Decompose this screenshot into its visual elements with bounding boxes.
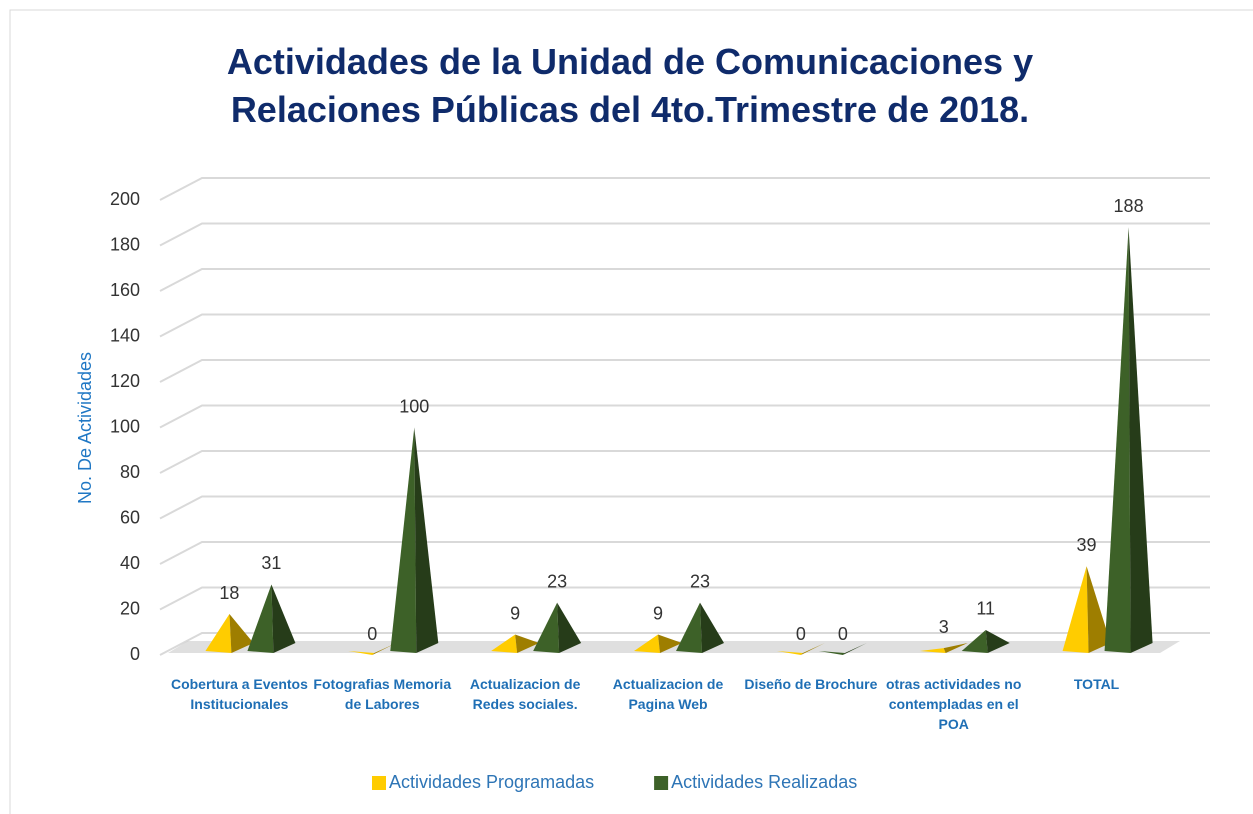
y-tick-label: 60 <box>120 507 140 527</box>
pyramid-face-left <box>818 651 845 655</box>
grid-line <box>159 541 1210 565</box>
pyramid-face-right <box>372 643 397 655</box>
pyramid-face-right <box>700 602 724 653</box>
y-tick-label: 20 <box>120 598 140 618</box>
pyramid-face-right <box>658 634 682 653</box>
pyramid-face-left <box>961 629 988 653</box>
data-label: 18 <box>219 583 239 603</box>
pyramid-face-left <box>348 651 375 655</box>
data-label: 9 <box>510 603 520 623</box>
pyramid-face-right <box>1086 566 1111 653</box>
data-label: 100 <box>399 396 429 416</box>
pyramid-face-right <box>515 634 540 653</box>
x-tick-label: Diseño de Brochure <box>744 676 878 692</box>
x-tick-label: otras actividades no contempladas en el … <box>886 676 1022 732</box>
pyramid-face-left <box>676 602 702 653</box>
pyramid-face-left <box>776 651 803 655</box>
data-label: 23 <box>547 571 567 591</box>
pyramid-face-left <box>1062 566 1089 653</box>
pyramid-face-left <box>491 634 518 653</box>
pyramid-face-right <box>414 427 439 653</box>
pyramid-face-left <box>205 614 232 653</box>
y-tick-label: 100 <box>110 416 140 436</box>
pyramid-face-right <box>1128 227 1153 654</box>
pyramid-face-right <box>985 629 1010 653</box>
legend-label: Actividades Programadas <box>389 772 594 792</box>
legend-swatch <box>654 776 669 790</box>
data-label: 11 <box>976 599 995 619</box>
chart-title: Actividades de la Unidad de Comunicacion… <box>226 41 1034 130</box>
x-tick-label: TOTAL <box>1073 676 1120 692</box>
data-label: 0 <box>367 624 377 644</box>
grid-line <box>159 404 1210 429</box>
grid-line <box>159 268 1210 292</box>
y-tick-label: 0 <box>130 644 140 664</box>
data-label: 31 <box>261 553 281 573</box>
pyramid-face-right <box>943 643 968 653</box>
legend-swatch <box>372 776 386 790</box>
pyramid-face-right <box>842 643 867 655</box>
pyramid-face-right <box>271 584 296 653</box>
pyramid-face-right <box>229 614 254 653</box>
grid-line <box>159 586 1210 611</box>
pyramid-face-right <box>800 643 825 655</box>
pyramid-face-left <box>533 602 560 653</box>
legend-label: Actividades Realizadas <box>671 772 857 792</box>
grid-line <box>159 313 1210 338</box>
y-tick-label: 120 <box>110 371 140 391</box>
pyramid-face-left <box>634 634 660 653</box>
grid-line <box>159 495 1210 520</box>
data-label: 188 <box>1114 196 1144 216</box>
data-label: 23 <box>690 571 710 591</box>
x-tick-label: Fotografias Memoria de Labores <box>313 676 452 712</box>
grid-line <box>159 222 1210 247</box>
pyramid-face-left <box>390 427 417 653</box>
y-tick-label: 200 <box>110 189 140 209</box>
data-label: 0 <box>838 624 848 644</box>
data-label: 3 <box>939 617 949 637</box>
y-tick-label: 180 <box>110 234 140 254</box>
pyramid-face-left <box>919 648 946 653</box>
x-tick-label: Actualizacion de Redes sociales. <box>469 676 581 712</box>
y-tick-label: 40 <box>120 553 140 573</box>
data-label: 39 <box>1077 535 1097 555</box>
y-axis-label: No. De Actividades <box>75 352 95 504</box>
grid-line <box>159 177 1210 201</box>
x-tick-label: Actualizacion de Pagina Web <box>612 676 724 712</box>
chart-border <box>9 9 1253 814</box>
pyramid-face-left <box>1104 227 1131 654</box>
y-tick-label: 160 <box>110 280 140 300</box>
y-tick-label: 140 <box>110 325 140 345</box>
grid-line <box>159 450 1210 474</box>
grid-line <box>159 632 1210 656</box>
grid-line <box>159 359 1210 383</box>
x-tick-label: Cobertura a Eventos Institucionales <box>170 676 308 712</box>
data-label: 0 <box>796 624 806 644</box>
pyramid-face-left <box>247 584 274 653</box>
data-label: 9 <box>653 603 663 623</box>
y-tick-label: 80 <box>120 462 140 482</box>
pyramid-face-right <box>557 602 582 653</box>
